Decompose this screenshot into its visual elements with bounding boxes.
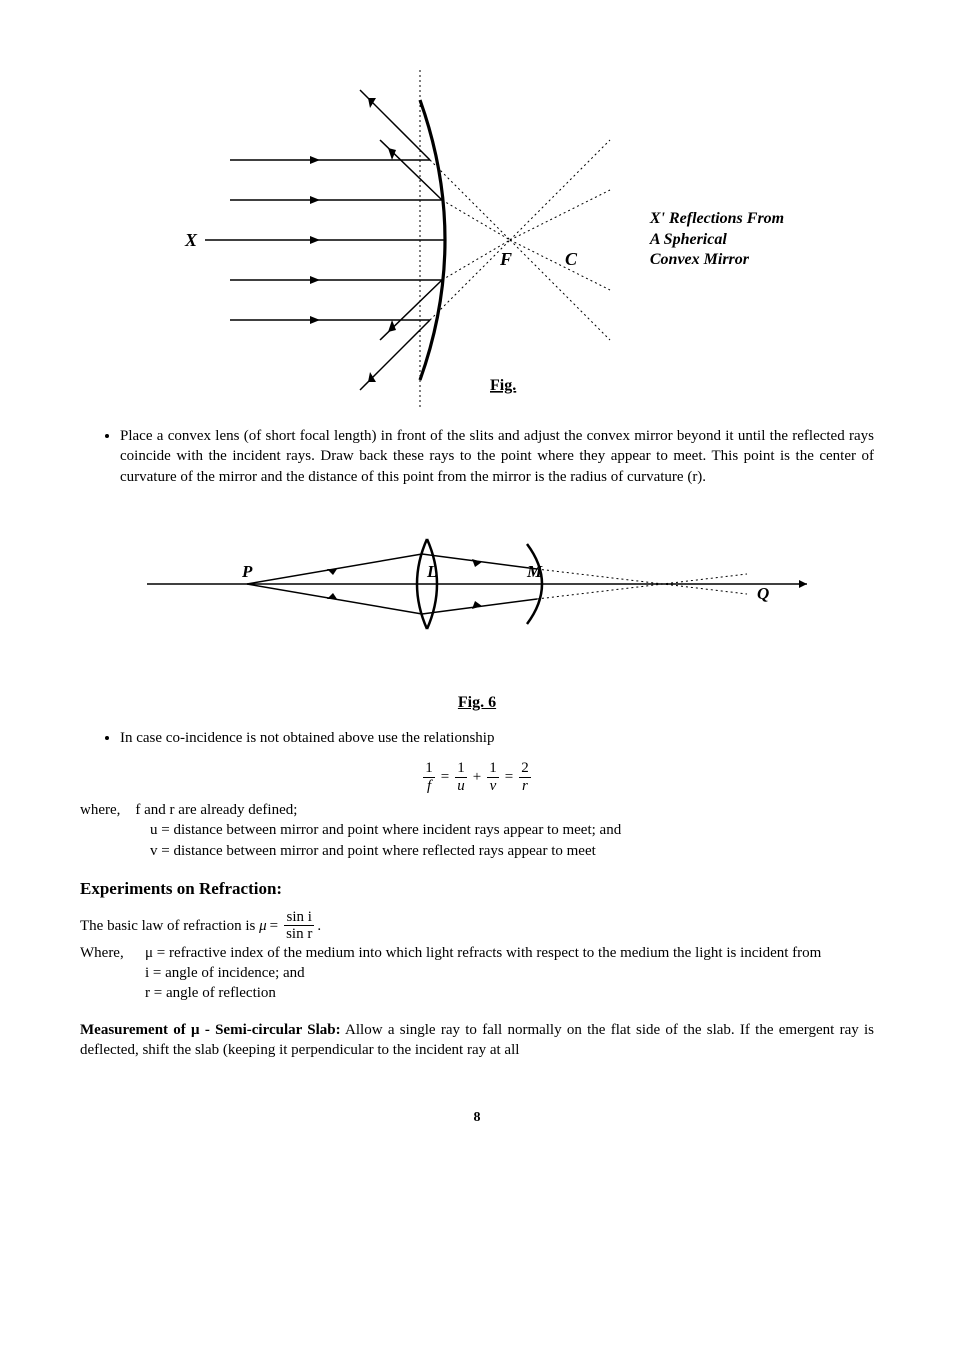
where-v: v = distance between mirror and point wh… <box>80 841 874 861</box>
label-m: M <box>526 562 543 581</box>
where2-label: Where, <box>80 943 145 963</box>
label-l: L <box>426 562 437 581</box>
bullet-list-2: In case co-incidence is not obtained abo… <box>80 728 874 748</box>
label-p: P <box>241 562 253 581</box>
where2-r: r = angle of reflection <box>80 983 874 1003</box>
side1: Reflections From <box>669 210 784 227</box>
label-f: F <box>499 249 512 269</box>
bullet-1: Place a convex lens (of short focal leng… <box>120 426 874 487</box>
bullet-2: In case co-incidence is not obtained abo… <box>120 728 874 748</box>
label-c: C <box>565 249 578 269</box>
fig1-side-text: X' Reflections From A Spherical Convex M… <box>650 209 784 271</box>
bullet-list-1: Place a convex lens (of short focal leng… <box>80 426 874 487</box>
label-q: Q <box>757 584 769 603</box>
where2-mu: μ = refractive index of the medium into … <box>145 943 874 963</box>
where-label: where, <box>80 802 120 818</box>
figure-1: F C X Fig. X' Reflections From A Spheric… <box>80 60 874 420</box>
where-block: where, f and r are already defined; <box>80 800 874 820</box>
where2-block: Where, μ = refractive index of the mediu… <box>80 943 874 963</box>
fig1-caption: Fig. <box>490 377 516 394</box>
lens-mirror-svg: P L M Q <box>127 499 827 689</box>
convex-mirror-svg: F C X Fig. <box>170 60 640 420</box>
measurement-para: Measurement of μ - Semi-circular Slab: A… <box>80 1020 874 1061</box>
where-u: u = distance between mirror and point wh… <box>80 820 874 840</box>
measurement-heading: Measurement of μ - Semi-circular Slab: <box>80 1022 341 1038</box>
section-title: Experiments on Refraction: <box>80 879 874 899</box>
label-x: X <box>184 230 198 250</box>
side3: Convex Mirror <box>650 251 749 268</box>
lens-formula: 1f = 1u + 1v = 2r <box>80 760 874 794</box>
page-number: 8 <box>80 1110 874 1126</box>
where2-i: i = angle of incidence; and <box>80 963 874 983</box>
refraction-intro: The basic law of refraction is <box>80 918 259 934</box>
refraction-law: The basic law of refraction is μ = sin i… <box>80 909 874 943</box>
where-fr: f and r are already defined; <box>135 802 297 818</box>
figure-2: P L M Q Fig. 6 <box>80 499 874 712</box>
fig2-caption: Fig. 6 <box>80 694 874 712</box>
side2: A Spherical <box>650 231 727 248</box>
